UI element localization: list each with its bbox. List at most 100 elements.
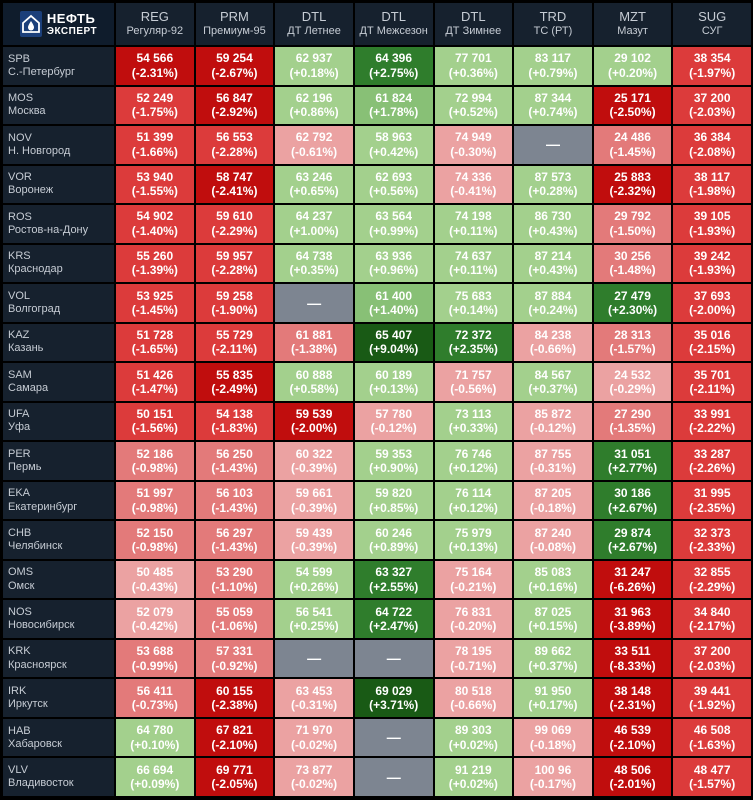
row-header: MOS Москва <box>3 86 114 125</box>
price-change: (+0.28%) <box>528 184 578 199</box>
price-value: 100 96 <box>534 762 572 777</box>
price-change: (-2.92%) <box>211 105 258 120</box>
price-change: (-2.00%) <box>291 421 338 436</box>
price-change: (-2.32%) <box>609 184 656 199</box>
price-value: 56 553 <box>216 130 253 145</box>
price-cell: 24 532 (-0.29%) <box>593 363 672 401</box>
price-value: 64 738 <box>295 249 333 263</box>
column-code: TRD <box>539 9 567 25</box>
brand-logo: НЕФТЬ ЭКСПЕРТ <box>3 3 114 45</box>
price-value: 63 564 <box>375 209 413 224</box>
price-change: (-0.02%) <box>291 737 338 752</box>
price-cell: 29 874 (+2.67%) <box>593 521 672 559</box>
price-cell: 39 242 (-1.93%) <box>673 244 751 283</box>
column-header: TRD ТС (РТ) <box>514 3 592 45</box>
price-value: 63 246 <box>295 169 333 184</box>
city-code: VOL <box>8 289 31 302</box>
price-cell: 89 303 (+0.02%) <box>434 718 513 757</box>
price-change: (-1.56%) <box>131 421 178 436</box>
city-name: Омск <box>8 579 35 592</box>
price-change: (-0.18%) <box>529 737 576 752</box>
price-cell: 52 186 (-0.98%) <box>116 442 194 480</box>
price-cell: 78 195 (-0.71%) <box>434 639 513 678</box>
price-change: (-1.48%) <box>609 263 656 278</box>
price-cell: 87 884 (+0.24%) <box>514 284 592 322</box>
price-change: (-2.11%) <box>689 381 735 396</box>
price-value: 31 051 <box>614 446 651 461</box>
price-change: (-1.63%) <box>689 737 736 752</box>
price-change: (-0.71%) <box>450 658 497 673</box>
price-change: (-2.15%) <box>689 342 736 357</box>
price-cell: 76 746 (+0.12%) <box>434 442 513 480</box>
city-name: Владивосток <box>8 777 74 790</box>
price-change: (-1.93%) <box>689 263 736 278</box>
price-cell: 52 150 (-0.98%) <box>116 521 194 559</box>
price-change: (-1.06%) <box>211 619 258 634</box>
price-value: 59 439 <box>295 525 333 540</box>
price-cell: 85 083 (+0.16%) <box>514 560 592 599</box>
column-code: SUG <box>698 9 727 25</box>
price-change: (-0.17%) <box>529 777 576 792</box>
price-cell: 60 322 (-0.39%) <box>275 442 353 480</box>
row-header: KRK Красноярск <box>3 639 114 678</box>
price-cell: 25 171 (-2.50%) <box>593 86 672 125</box>
price-change: (-2.05%) <box>211 777 258 792</box>
price-change: (+0.99%) <box>369 223 419 238</box>
price-value: 62 792 <box>295 130 333 145</box>
price-change: (-8.33%) <box>609 658 656 673</box>
price-value: 72 372 <box>454 328 492 343</box>
price-cell: — <box>354 758 433 796</box>
price-change: (-0.02%) <box>291 777 338 792</box>
price-cell: 87 025 (+0.15%) <box>514 600 592 638</box>
price-value: 52 249 <box>136 90 174 105</box>
price-cell: 59 661 (-0.39%) <box>275 481 353 520</box>
price-cell: 80 518 (-0.66%) <box>434 679 513 717</box>
column-header: REG Регуляр-92 <box>116 3 194 45</box>
row-header: SPB С.-Петербург <box>3 47 114 85</box>
price-value: — <box>386 729 401 746</box>
price-cell: 91 219 (+0.02%) <box>434 758 513 796</box>
price-cell: 64 738 (+0.35%) <box>275 244 353 283</box>
price-change: (-1.40%) <box>131 223 178 238</box>
price-value: 59 539 <box>295 407 333 422</box>
price-value: 56 250 <box>216 446 253 461</box>
price-value: 76 831 <box>454 604 492 619</box>
price-value: 87 573 <box>534 169 572 184</box>
price-cell: 63 564 (+0.99%) <box>354 205 433 243</box>
price-cell: 87 755 (-0.31%) <box>514 442 592 480</box>
price-value: 35 701 <box>693 367 731 382</box>
price-change: (-2.17%) <box>689 619 736 634</box>
price-value: 50 485 <box>136 565 174 580</box>
price-cell: 59 820 (+0.85%) <box>354 481 433 520</box>
price-cell: 73 877 (-0.02%) <box>275 758 353 796</box>
price-value: 48 506 <box>614 762 651 777</box>
price-value: 77 701 <box>454 51 492 66</box>
row-header: IRK Иркутск <box>3 679 114 717</box>
price-value: 85 872 <box>534 407 572 422</box>
price-value: 39 441 <box>693 683 731 698</box>
price-value: 86 730 <box>534 209 572 224</box>
city-name: Хабаровск <box>8 737 62 750</box>
price-value: 25 883 <box>614 169 651 184</box>
price-change: (-1.66%) <box>131 144 178 159</box>
price-value: 66 694 <box>136 762 174 777</box>
row-header: ROS Ростов-на-Дону <box>3 205 114 243</box>
column-name: СУГ <box>701 25 723 38</box>
price-value: 51 399 <box>136 130 174 145</box>
price-cell: 24 486 (-1.45%) <box>593 126 672 164</box>
price-cell: 75 164 (-0.21%) <box>434 560 513 599</box>
price-change: (+0.65%) <box>289 184 339 199</box>
price-value: 33 511 <box>614 644 651 659</box>
column-header: PRM Премиум-95 <box>195 3 274 45</box>
price-change: (-2.26%) <box>689 461 736 476</box>
price-change: (+0.16%) <box>528 579 578 594</box>
column-name: ДТ Зимнее <box>445 25 502 38</box>
price-change: (-2.10%) <box>609 737 656 752</box>
price-value: 55 729 <box>216 328 253 343</box>
price-change: (-0.92%) <box>211 658 258 673</box>
price-value: 59 957 <box>216 249 253 263</box>
price-change: (-2.67%) <box>211 65 258 80</box>
price-value: 51 426 <box>136 367 174 382</box>
price-value: 61 400 <box>375 288 413 303</box>
price-value: 91 950 <box>534 683 572 698</box>
